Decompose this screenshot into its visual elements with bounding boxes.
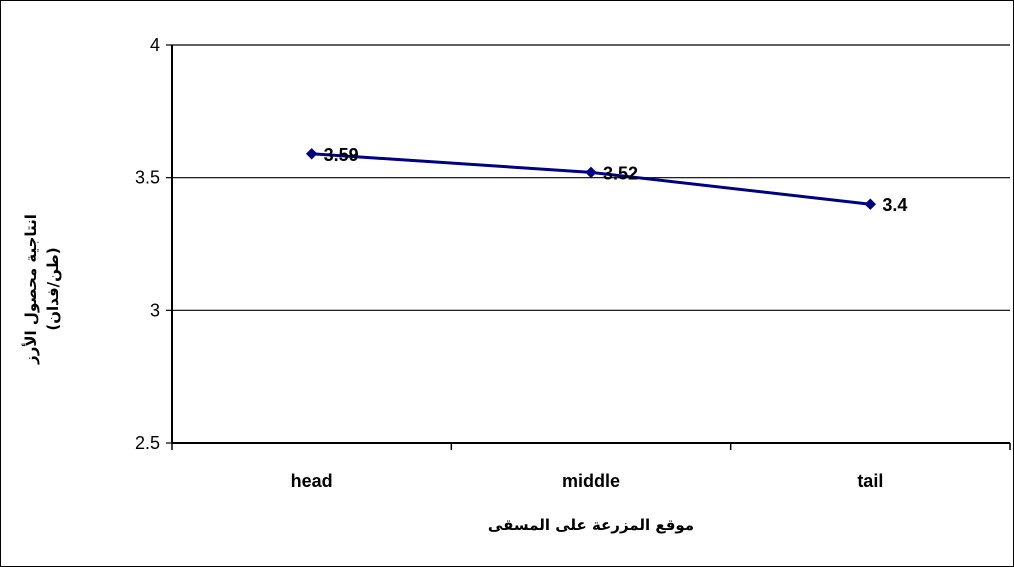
data-point (864, 198, 877, 210)
y-tick-label: 2.5 (135, 433, 160, 453)
labels: 2.5 3 3.5 4 head middle tail 3.59 3.52 3.4 (135, 35, 907, 491)
data-label: 3.59 (324, 145, 359, 165)
x-tick-label: head (291, 471, 333, 491)
y-axis-title-line-1: انتاجية محصول الأرز (22, 214, 40, 365)
axes (166, 44, 1011, 450)
y-tick-label: 3.5 (135, 168, 160, 188)
y-axis-title-line-2: (طن/فدان) (44, 247, 62, 330)
data-label: 3.4 (882, 195, 907, 215)
x-tick-label: middle (562, 471, 620, 491)
data-point (585, 166, 597, 179)
x-tick-label: tail (857, 471, 883, 491)
series (305, 148, 877, 210)
x-axis-title: موقع المزرعة على المسقى (488, 516, 694, 534)
y-tick-label: 3 (150, 300, 160, 320)
data-label: 3.52 (603, 163, 638, 183)
y-axis-title: انتاجية محصول الأرز (طن/فدان) (22, 214, 62, 365)
y-tick-label: 4 (150, 35, 160, 55)
data-point (305, 148, 318, 160)
